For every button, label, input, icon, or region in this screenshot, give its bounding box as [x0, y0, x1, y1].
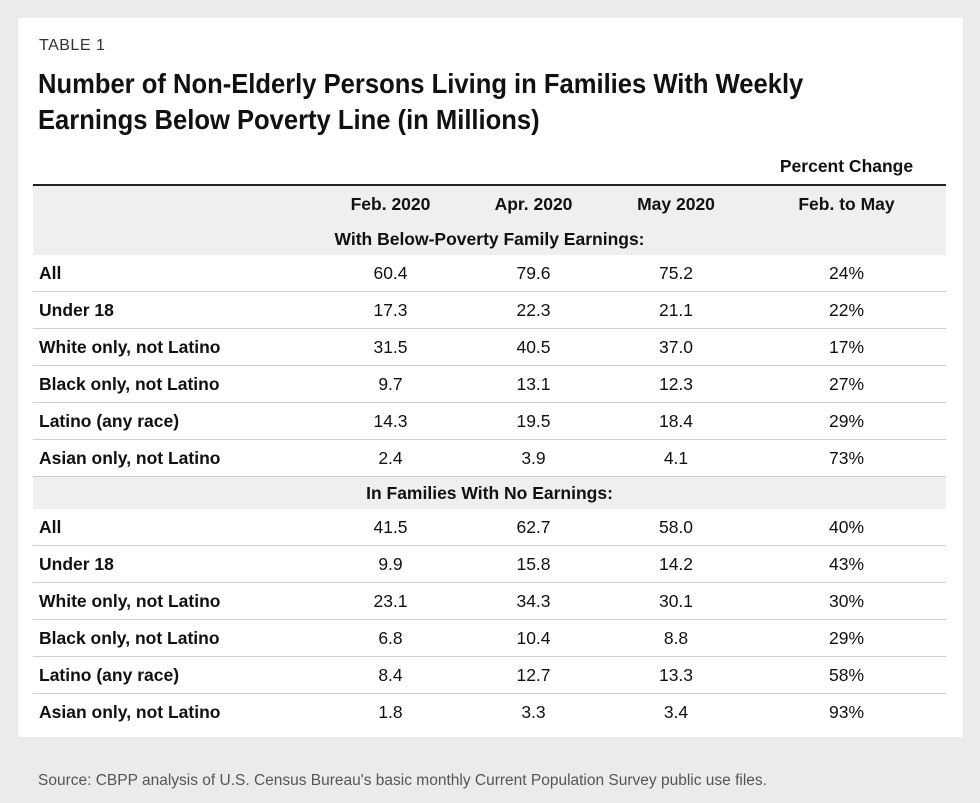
section-header-row: In Families With No Earnings:	[33, 476, 946, 509]
source-note: Source: CBPP analysis of U.S. Census Bur…	[38, 772, 767, 789]
table-cell: 15.8	[462, 545, 605, 583]
table-cell: 8.8	[605, 619, 747, 657]
table-cell: 9.7	[319, 365, 462, 403]
percent-change-header: Percent Change	[779, 156, 914, 176]
table-cell: 2.4	[319, 439, 462, 477]
table-cell: 73%	[747, 439, 946, 477]
table-cell: 22.3	[462, 291, 605, 329]
table-row: Latino (any race) 14.3 19.5 18.4 29%	[33, 402, 946, 440]
row-label: Black only, not Latino	[33, 619, 319, 657]
table-cell: 62.7	[462, 509, 605, 546]
table-cell: 3.4	[663, 701, 689, 722]
table-row: All 60.4 79.6 75.2 24%	[33, 255, 946, 292]
column-header	[33, 184, 319, 223]
table-cell: 21.1	[605, 291, 747, 329]
table-cell: 31.5	[319, 328, 462, 366]
data-table: Percent Change Feb. 2020 Apr. 2020 May 2…	[33, 149, 946, 730]
table-cell: 1.8	[378, 701, 403, 722]
table-cell: 43%	[747, 545, 946, 583]
table-cell: 30.1	[605, 582, 747, 620]
table-cell: 30%	[747, 582, 946, 620]
table-cell: 40.5	[462, 328, 605, 366]
column-header-row: Feb. 2020 Apr. 2020 May 2020 Feb. to May	[33, 184, 946, 223]
row-label: Black only, not Latino	[33, 365, 319, 403]
row-label: Latino (any race)	[33, 402, 319, 440]
table-row: White only, not Latino 31.5 40.5 37.0 17%	[33, 328, 946, 366]
table-cell: 6.8	[319, 619, 462, 657]
row-label: All	[33, 509, 319, 546]
table-cell: 12.3	[605, 365, 747, 403]
table-cell: 19.5	[462, 402, 605, 440]
table-cell: 14.3	[319, 402, 462, 440]
table-row: Latino (any race) 8.4 12.7 13.3 58%	[33, 656, 946, 694]
table-cell: 3.3	[521, 701, 546, 722]
row-label: Under 18	[33, 545, 319, 583]
row-label: All	[33, 255, 319, 292]
table-row: Under 18 17.3 22.3 21.1 22%	[33, 291, 946, 329]
table-cell: 10.4	[462, 619, 605, 657]
table-cell: 22%	[747, 291, 946, 329]
table-row: All 41.5 62.7 58.0 40%	[33, 509, 946, 546]
table-cell: 27%	[747, 365, 946, 403]
section-heading: In Families With No Earnings:	[33, 476, 946, 509]
table-row: Black only, not Latino 6.8 10.4 8.8 29%	[33, 619, 946, 657]
table-cell: 8.4	[319, 656, 462, 694]
row-label: Asian only, not Latino	[33, 439, 319, 477]
table-cell: 4.1	[605, 439, 747, 477]
table-row: Asian only, not Latino 2.4 3.9 4.1 73%	[33, 439, 946, 477]
table-cell: 79.6	[462, 255, 605, 292]
table-label: TABLE 1	[39, 37, 106, 54]
column-header: Apr. 2020	[462, 184, 605, 223]
table-cell: 9.9	[319, 545, 462, 583]
table-cell: 23.1	[319, 582, 462, 620]
table-cell: 13.3	[605, 656, 747, 694]
table-cell: 93%	[828, 701, 865, 722]
table-row: Asian only, not Latino 1.8 3.3 3.4 93%	[33, 694, 946, 731]
table-cell: 37.0	[605, 328, 747, 366]
section-heading: With Below-Poverty Family Earnings:	[33, 223, 946, 255]
row-label: Under 18	[33, 291, 319, 329]
table-cell: 13.1	[462, 365, 605, 403]
section-header-row: With Below-Poverty Family Earnings:	[33, 223, 946, 255]
table-cell: 18.4	[605, 402, 747, 440]
table-cell: 29%	[747, 402, 946, 440]
table-cell: 34.3	[462, 582, 605, 620]
row-label: White only, not Latino	[33, 328, 319, 366]
row-label: Asian only, not Latino	[39, 701, 221, 722]
percent-change-row: Percent Change	[33, 149, 946, 185]
table-cell: 41.5	[319, 509, 462, 546]
table-cell: 12.7	[462, 656, 605, 694]
table-card: TABLE 1 Number of Non-Elderly Persons Li…	[18, 18, 963, 789]
table-title: Number of Non-Elderly Persons Living in …	[38, 68, 804, 135]
table-cell: 14.2	[605, 545, 747, 583]
row-label: White only, not Latino	[33, 582, 319, 620]
table-cell: 17.3	[319, 291, 462, 329]
table-cell: 29%	[747, 619, 946, 657]
table-cell: 75.2	[605, 255, 747, 292]
table-cell: 60.4	[319, 255, 462, 292]
table-cell: 40%	[747, 509, 946, 546]
table-cell: 17%	[747, 328, 946, 366]
row-label: Latino (any race)	[33, 656, 319, 694]
column-header: May 2020	[605, 184, 747, 223]
table-cell: 58.0	[605, 509, 747, 546]
table-row: Under 18 9.9 15.8 14.2 43%	[33, 545, 946, 583]
column-header: Feb. 2020	[319, 184, 462, 223]
table-cell: 24%	[747, 255, 946, 292]
table-cell: 3.9	[462, 439, 605, 477]
table-row: White only, not Latino 23.1 34.3 30.1 30%	[33, 582, 946, 620]
table-row: Black only, not Latino 9.7 13.1 12.3 27%	[33, 365, 946, 403]
table-cell: 58%	[747, 656, 946, 694]
column-header: Feb. to May	[747, 184, 946, 223]
